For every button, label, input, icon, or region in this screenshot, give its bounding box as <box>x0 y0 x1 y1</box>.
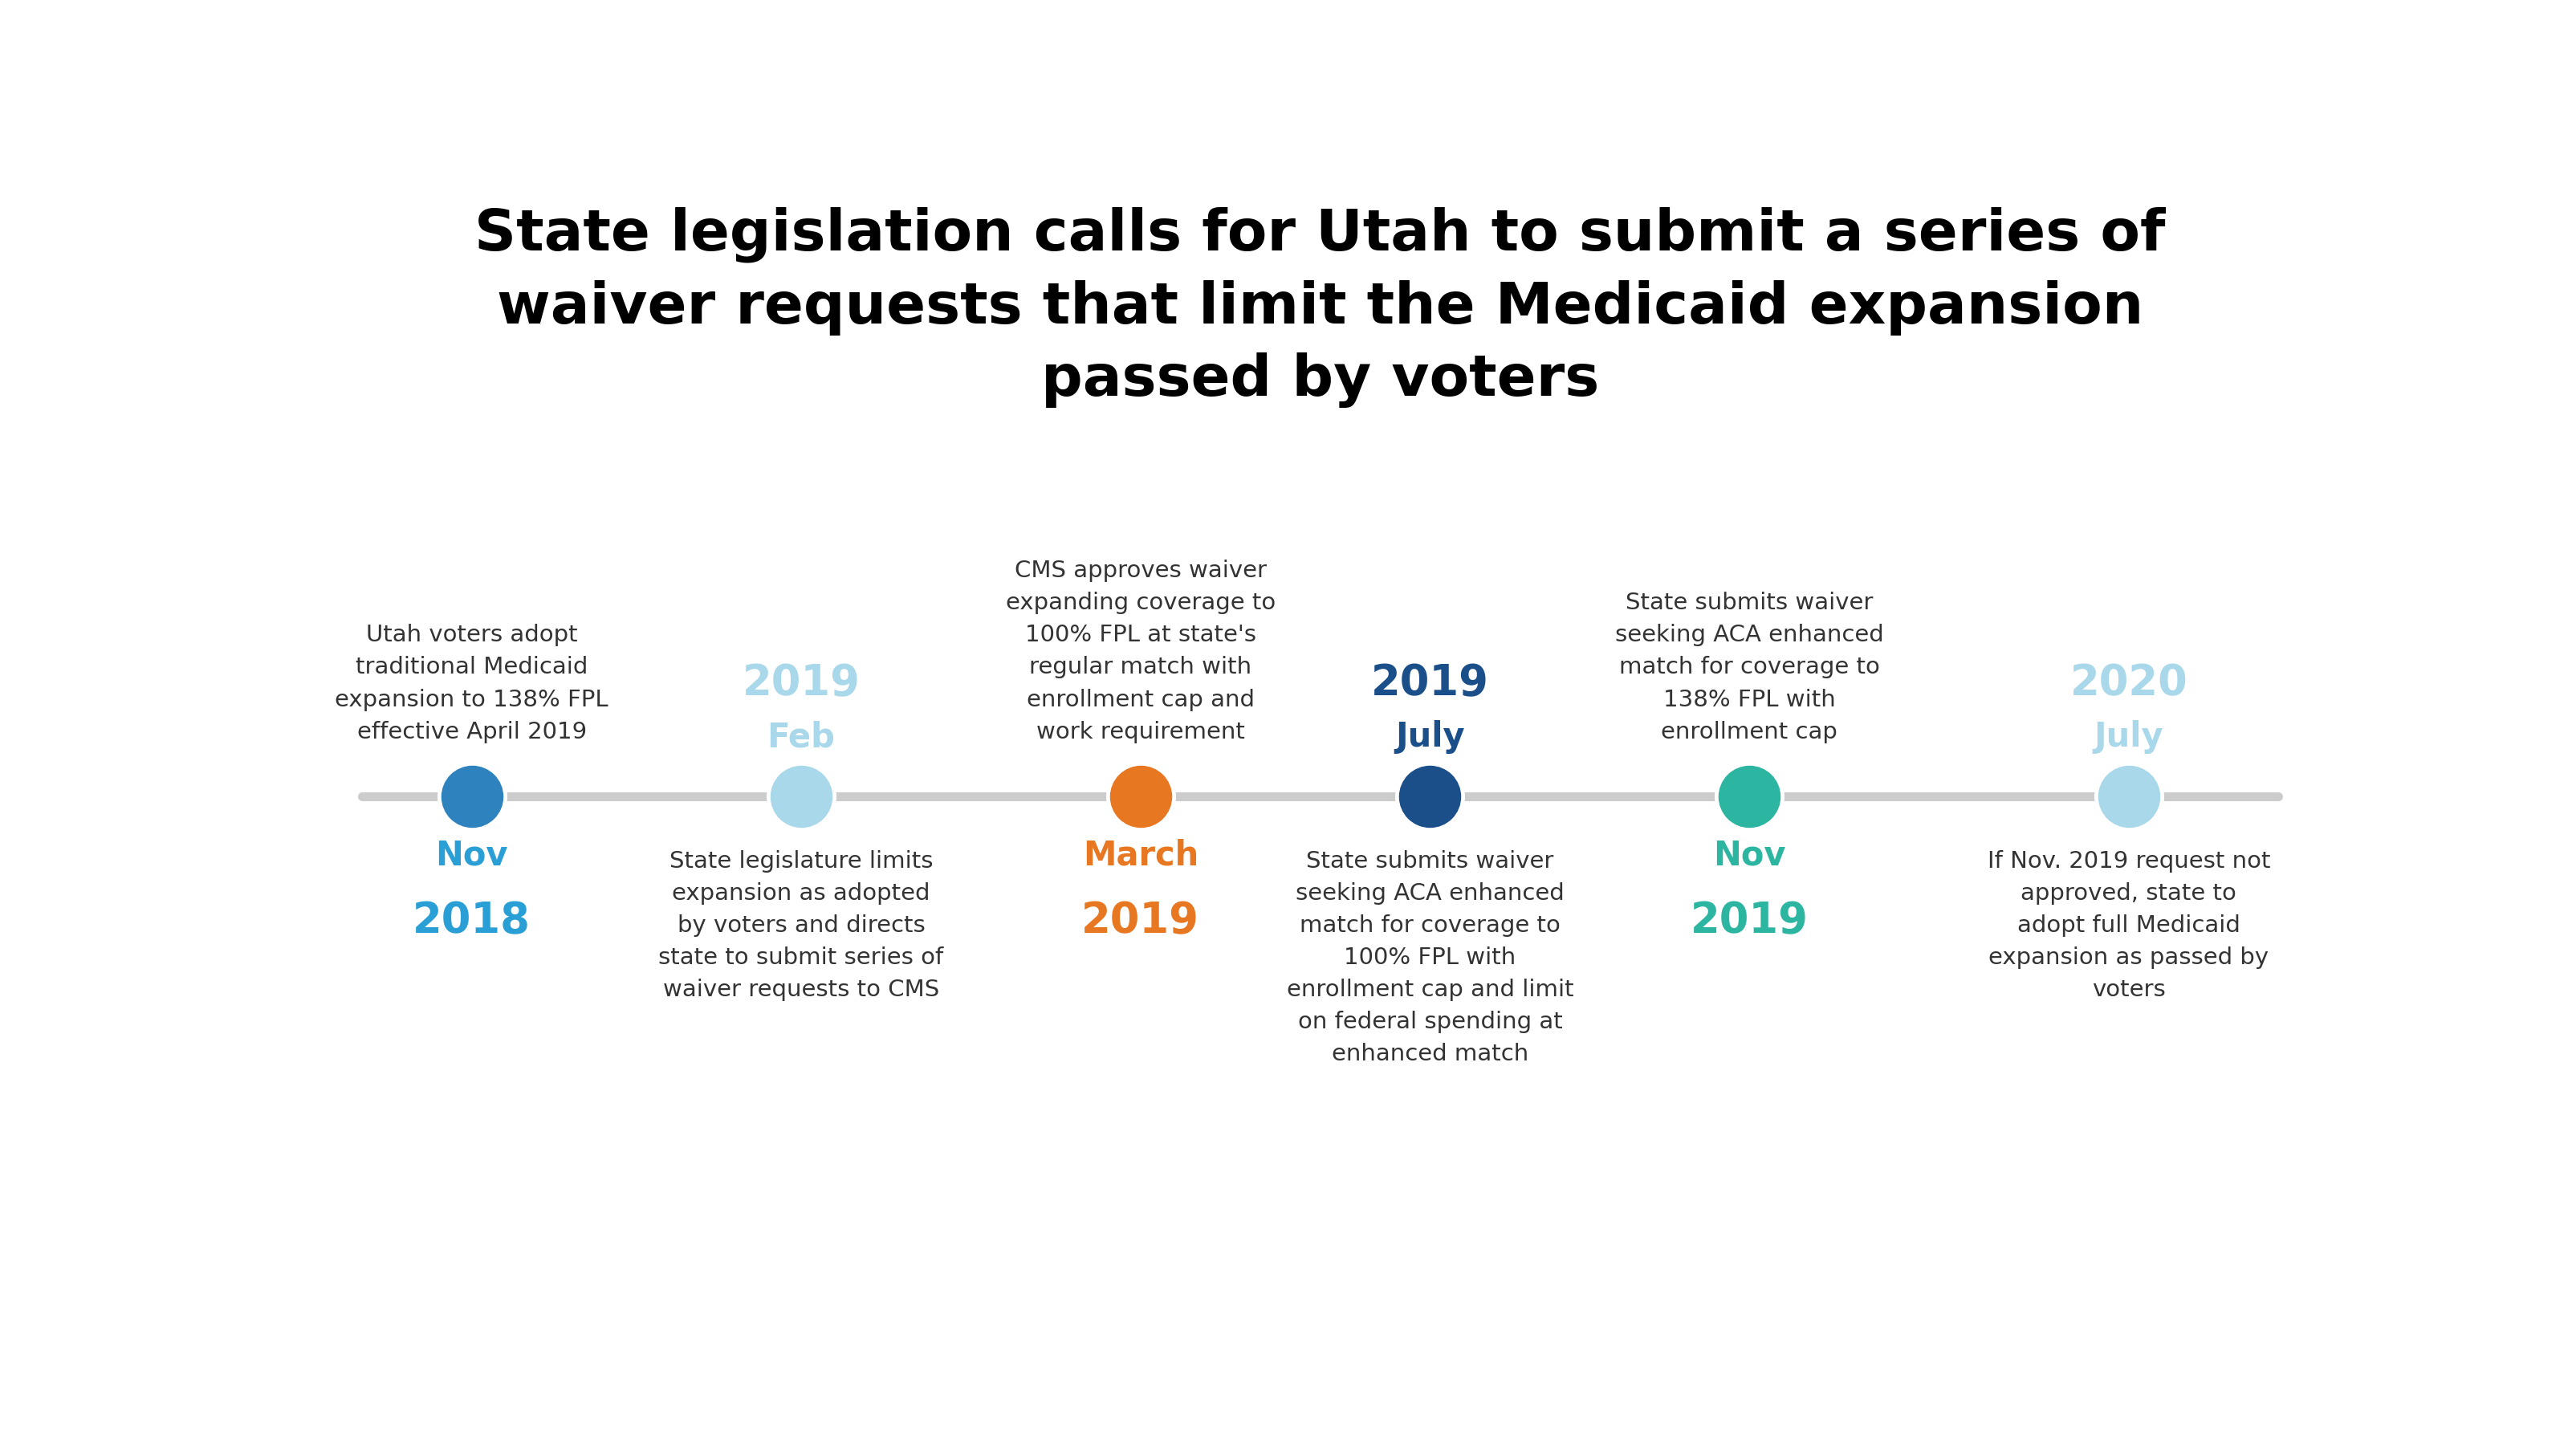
Text: March: March <box>1082 838 1198 873</box>
Text: Nov: Nov <box>1713 838 1785 873</box>
Text: 2020: 2020 <box>2071 662 2187 704</box>
Text: State submits waiver
seeking ACA enhanced
match for coverage to
100% FPL with
en: State submits waiver seeking ACA enhance… <box>1285 850 1574 1065</box>
Text: If Nov. 2019 request not
approved, state to
adopt full Medicaid
expansion as pas: If Nov. 2019 request not approved, state… <box>1986 850 2269 1001</box>
Point <box>2107 785 2148 808</box>
Text: State legislation calls for Utah to submit a series of
waiver requests that limi: State legislation calls for Utah to subm… <box>474 207 2166 407</box>
Text: State legislature limits
expansion as adopted
by voters and directs
state to sub: State legislature limits expansion as ad… <box>659 850 943 1001</box>
Text: Nov: Nov <box>435 838 507 873</box>
Point <box>1728 785 1770 808</box>
Point <box>451 785 492 808</box>
Text: 2019: 2019 <box>1370 662 1489 704</box>
Point <box>451 785 492 808</box>
Point <box>2107 785 2148 808</box>
Text: State submits waiver
seeking ACA enhanced
match for coverage to
138% FPL with
en: State submits waiver seeking ACA enhance… <box>1615 592 1883 743</box>
Text: July: July <box>1396 721 1466 754</box>
Point <box>1409 785 1450 808</box>
Text: Feb: Feb <box>768 721 835 754</box>
Point <box>1409 785 1450 808</box>
Text: July: July <box>2094 721 2164 754</box>
Text: Utah voters adopt
traditional Medicaid
expansion to 138% FPL
effective April 201: Utah voters adopt traditional Medicaid e… <box>335 624 608 743</box>
Text: 2019: 2019 <box>1082 900 1200 942</box>
Point <box>1728 785 1770 808</box>
Text: 2019: 2019 <box>742 662 860 704</box>
Text: CMS approves waiver
expanding coverage to
100% FPL at state's
regular match with: CMS approves waiver expanding coverage t… <box>1005 559 1275 743</box>
Text: 2019: 2019 <box>1690 900 1808 942</box>
Point <box>781 785 822 808</box>
Point <box>781 785 822 808</box>
Text: 2018: 2018 <box>412 900 531 942</box>
Point <box>1121 785 1162 808</box>
Point <box>1121 785 1162 808</box>
